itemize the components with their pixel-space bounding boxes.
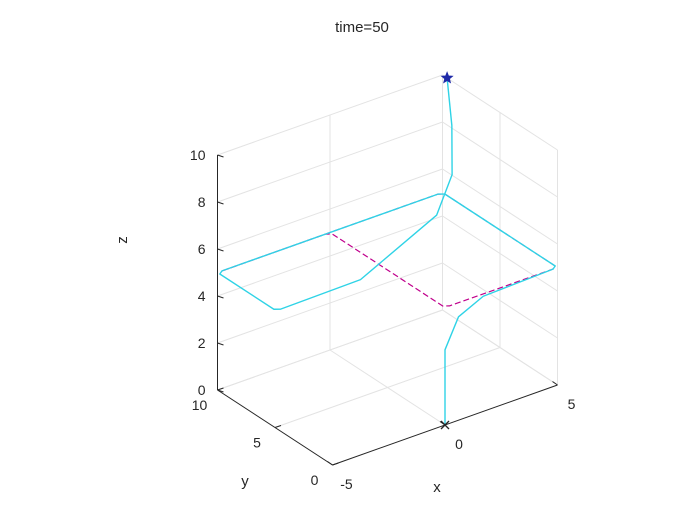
- axes: [217, 154, 558, 466]
- grid-line-z-back: [217, 74, 443, 156]
- z-tick-mark: [217, 201, 224, 205]
- y-axis-label: y: [241, 473, 249, 490]
- x-tick-mark: [552, 381, 558, 386]
- chart-title: time=50: [335, 19, 389, 36]
- grid-line-z-back: [217, 215, 443, 297]
- z-tick-label: 6: [198, 241, 206, 257]
- y-tick-label: 10: [192, 397, 208, 413]
- z-tick-mark: [217, 154, 224, 158]
- x-tick-label: 0: [455, 436, 463, 452]
- grid-line-z-side: [442, 74, 558, 151]
- end-star-marker: [440, 71, 454, 84]
- y-tick-label: 5: [253, 435, 261, 451]
- x-axis-label: x: [433, 479, 441, 496]
- z-tick-label: 0: [198, 382, 206, 398]
- grid-line-y-floor: [274, 347, 501, 428]
- grid-line-z-side: [442, 309, 558, 386]
- z-tick-mark: [217, 342, 224, 346]
- trajectory-line: [219, 77, 556, 425]
- y-tick-mark: [217, 387, 224, 391]
- z-axis-label: z: [114, 236, 131, 244]
- z-tick-label: 10: [190, 147, 206, 163]
- z-tick-mark: [217, 389, 224, 393]
- z-tick-label: 4: [198, 288, 206, 304]
- z-tick-label: 8: [198, 194, 206, 210]
- z-tick-mark: [217, 248, 224, 252]
- start-marker: [440, 420, 450, 430]
- grid-line-z-back: [217, 121, 443, 203]
- data-markers: [440, 71, 454, 430]
- x-tick-label: 5: [568, 396, 576, 412]
- grid-line-z-side: [442, 262, 558, 339]
- grid-lines: [217, 74, 558, 466]
- grid-line-z-side: [442, 215, 558, 292]
- grid-line-z-side: [442, 121, 558, 198]
- grid-line-z-back: [217, 168, 443, 250]
- reference-path-line: [221, 193, 556, 307]
- y-tick-mark: [274, 425, 282, 428]
- z-tick-mark: [217, 295, 224, 299]
- data-series: [219, 77, 556, 425]
- grid-line-z-back: [217, 309, 443, 391]
- grid-line-z-side: [442, 168, 558, 245]
- x-tick-label: -5: [340, 476, 353, 492]
- grid-line-z-back: [217, 262, 443, 344]
- x-tick-mark: [327, 461, 333, 466]
- z-tick-label: 2: [198, 335, 206, 351]
- y-tick-label: 0: [311, 472, 319, 488]
- y-tick-mark: [332, 462, 339, 466]
